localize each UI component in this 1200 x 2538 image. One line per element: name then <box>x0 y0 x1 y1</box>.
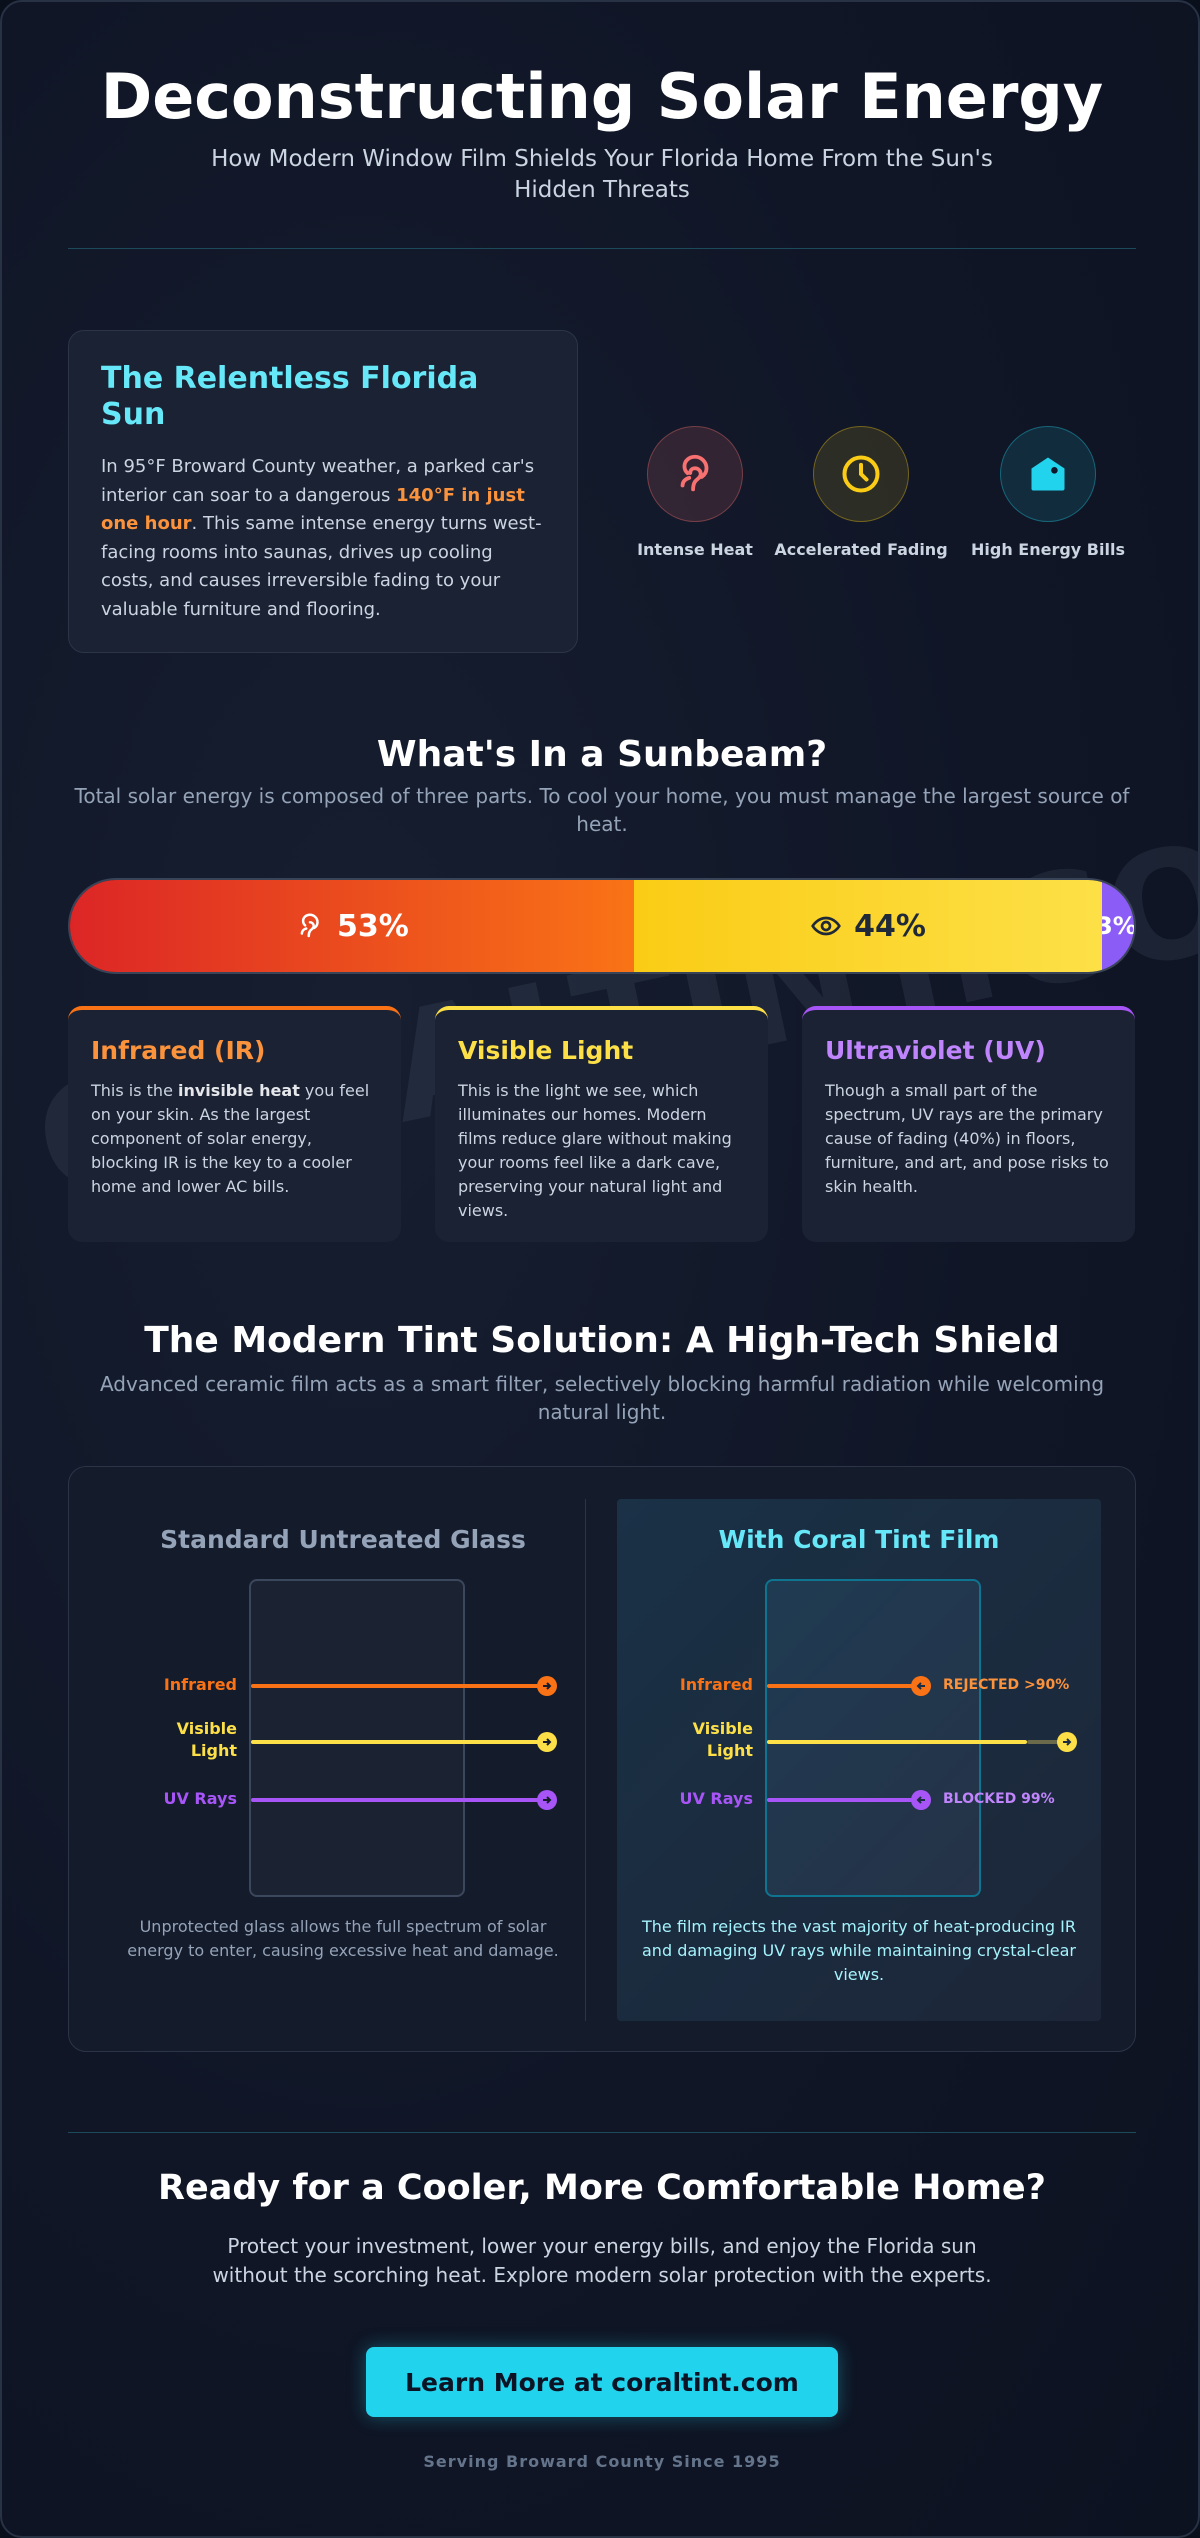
threat-label: Accelerated Fading <box>774 540 948 559</box>
threat-label: High Energy Bills <box>971 540 1125 559</box>
visible-ray-label: Visible Light <box>176 1719 237 1760</box>
uv-card: Ultraviolet (UV) Though a small part of … <box>802 1006 1135 1242</box>
footer-text: Serving Broward County Since 1995 <box>423 2452 781 2471</box>
visible-ray-label: Visible Light <box>692 1719 753 1760</box>
infrared-card: Infrared (IR) This is the invisible heat… <box>68 1006 401 1242</box>
threat-bills: High Energy Bills <box>953 426 1143 559</box>
arrow-right-icon <box>537 1790 557 1810</box>
tinted-glass-pane <box>765 1579 981 1897</box>
house-icon <box>1000 426 1096 522</box>
intro-text-end: . This same intense energy turns west-fa… <box>101 513 542 620</box>
ir-rejected-tag: REJECTED >90% <box>943 1677 1070 1693</box>
heat-icon <box>647 426 743 522</box>
eye-icon <box>811 916 841 936</box>
visible-ray <box>251 1740 543 1744</box>
sunbeam-subtitle: Total solar energy is composed of three … <box>74 784 1130 836</box>
cta-text: Protect your investment, lower your ener… <box>212 2234 992 2287</box>
arrow-right-icon <box>1057 1732 1077 1752</box>
untreated-glass-title: Standard Untreated Glass <box>160 1525 526 1554</box>
uv-ray <box>767 1798 917 1802</box>
coral-tint-caption: The film rejects the vast majority of he… <box>642 1917 1076 1984</box>
solution-title: The Modern Tint Solution: A High-Tech Sh… <box>144 1320 1060 1361</box>
uv-card-text: Though a small part of the spectrum, UV … <box>825 1081 1109 1196</box>
intro-text: In 95°F Broward County weather, a parked… <box>101 453 545 624</box>
visible-ray <box>767 1740 1027 1744</box>
coral-tint-title: With Coral Tint Film <box>718 1525 1000 1554</box>
infrared-card-text: This is the invisible heat you feel on y… <box>91 1079 378 1199</box>
clock-icon <box>813 426 909 522</box>
page-title: Deconstructing Solar Energy <box>100 60 1104 133</box>
arrow-right-icon <box>537 1676 557 1696</box>
uv-percent: 3% <box>1102 912 1134 940</box>
infrared-ray <box>767 1684 917 1688</box>
intro-text-start: In 95°F Broward County weather, a parked… <box>101 456 535 506</box>
comparison-card: Standard Untreated Glass Infrared Visibl… <box>68 1466 1136 2052</box>
infrared-ray-label: Infrared <box>163 1675 237 1694</box>
uv-blocked-tag: BLOCKED 99% <box>943 1791 1055 1807</box>
page-subtitle: How Modern Window Film Shields Your Flor… <box>211 146 993 203</box>
intro-card: The Relentless Florida Sun In 95°F Browa… <box>68 330 578 653</box>
arrow-right-icon <box>537 1732 557 1752</box>
visible-card-title: Visible Light <box>458 1036 634 1065</box>
visible-card-text: This is the light we see, which illumina… <box>458 1081 732 1220</box>
visible-card: Visible Light This is the light we see, … <box>435 1006 768 1242</box>
energy-spectrum-bar: 53% 44% 3% <box>68 878 1136 974</box>
threat-label: Intense Heat <box>637 540 753 559</box>
intro-title: The Relentless Florida Sun <box>101 361 479 432</box>
divider-top <box>68 248 1136 249</box>
threat-fading: Accelerated Fading <box>766 426 956 559</box>
uv-ray-label: UV Rays <box>163 1789 237 1808</box>
arrow-left-icon <box>911 1676 931 1696</box>
infrared-ray-label: Infrared <box>679 1675 753 1694</box>
infrared-text-start: This is the <box>91 1081 178 1100</box>
uv-ray <box>251 1798 543 1802</box>
visible-segment: 44% <box>633 880 1103 972</box>
coral-tint-panel: With Coral Tint Film Infrared REJECTED >… <box>617 1499 1101 2021</box>
threat-heat: Intense Heat <box>600 426 790 559</box>
solution-subtitle: Advanced ceramic film acts as a smart fi… <box>99 1372 1105 1424</box>
heat-icon <box>300 913 319 938</box>
uv-ray-label: UV Rays <box>679 1789 753 1808</box>
infrared-card-title: Infrared (IR) <box>91 1036 266 1065</box>
glass-pane <box>249 1579 465 1897</box>
uv-card-title: Ultraviolet (UV) <box>825 1036 1046 1065</box>
infrared-text-end: you feel on your skin. As the largest co… <box>91 1081 370 1196</box>
visible-ray-dimmed <box>1027 1740 1063 1744</box>
arrow-left-icon <box>911 1790 931 1810</box>
uv-segment: 3% <box>1102 880 1134 972</box>
divider-bottom <box>68 2132 1136 2133</box>
cta-title: Ready for a Cooler, More Comfortable Hom… <box>158 2168 1046 2208</box>
learn-more-button[interactable]: Learn More at coraltint.com <box>366 2347 838 2417</box>
comparison-divider <box>585 1499 586 2021</box>
infrared-segment: 53% <box>70 880 634 972</box>
infrared-text-bold: invisible heat <box>178 1081 300 1100</box>
sunbeam-title: What's In a Sunbeam? <box>376 734 828 775</box>
untreated-glass-caption: Unprotected glass allows the full spectr… <box>127 1917 559 1960</box>
infrared-percent: 53% <box>337 908 409 944</box>
visible-percent: 44% <box>854 908 926 944</box>
intro-highlight: 140°F in just one hour <box>101 484 525 535</box>
untreated-glass-panel: Standard Untreated Glass Infrared Visibl… <box>101 1499 585 2021</box>
infrared-ray <box>251 1684 543 1688</box>
